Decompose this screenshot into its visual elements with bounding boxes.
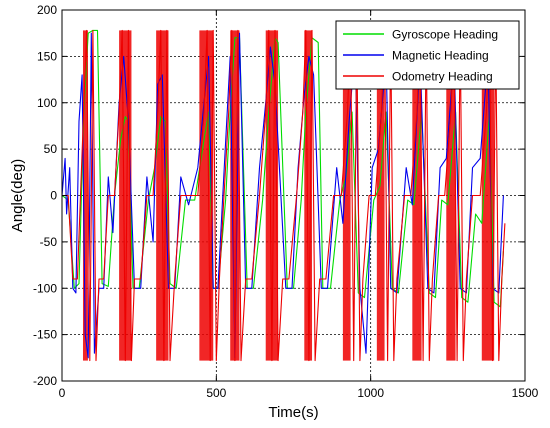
odometry-wrap-band: [82, 30, 88, 361]
y-tick-label: -100: [33, 281, 57, 295]
odometry-wrap-band: [412, 30, 422, 361]
y-tick-label: -150: [33, 328, 57, 342]
y-tick-label: 50: [44, 142, 58, 156]
x-tick-label: 0: [59, 386, 66, 400]
legend-label-magnetic: Magnetic Heading: [392, 49, 489, 63]
series-line-odometry-heading: [62, 29, 506, 362]
y-tick-label: 100: [37, 96, 57, 110]
odometry-wrap-band: [481, 30, 495, 361]
odometry-wrap-band: [376, 30, 385, 361]
legend-label-odometry: Odometry Heading: [392, 70, 493, 84]
x-tick-label: 1000: [357, 386, 384, 400]
odometry-wrap-band: [304, 30, 313, 361]
odometry-wrap-band: [119, 30, 132, 361]
odometry-wrap-band: [230, 30, 240, 361]
y-tick-label: 200: [37, 3, 57, 17]
x-tick-label: 1500: [512, 386, 539, 400]
y-tick-label: 150: [37, 49, 57, 63]
y-axis-label: Angle(deg): [9, 159, 26, 232]
legend: Gyroscope Heading Magnetic Heading Odome…: [335, 20, 520, 90]
y-tick-label: -200: [33, 374, 57, 388]
y-tick-label: 0: [50, 189, 57, 203]
x-tick-label: 500: [206, 386, 226, 400]
x-axis-label: Time(s): [268, 404, 318, 421]
series-line-gyroscope-heading: [62, 29, 504, 308]
y-tick-label: -50: [40, 235, 58, 249]
odometry-wrap-band: [342, 30, 351, 361]
odometry-wrap-band: [446, 30, 456, 361]
ticks: 0 500 1000 1500 -200 -150 -100 -50 0 50 100 150 200: [33, 3, 539, 400]
legend-label-gyroscope: Gyroscope Heading: [392, 28, 498, 42]
